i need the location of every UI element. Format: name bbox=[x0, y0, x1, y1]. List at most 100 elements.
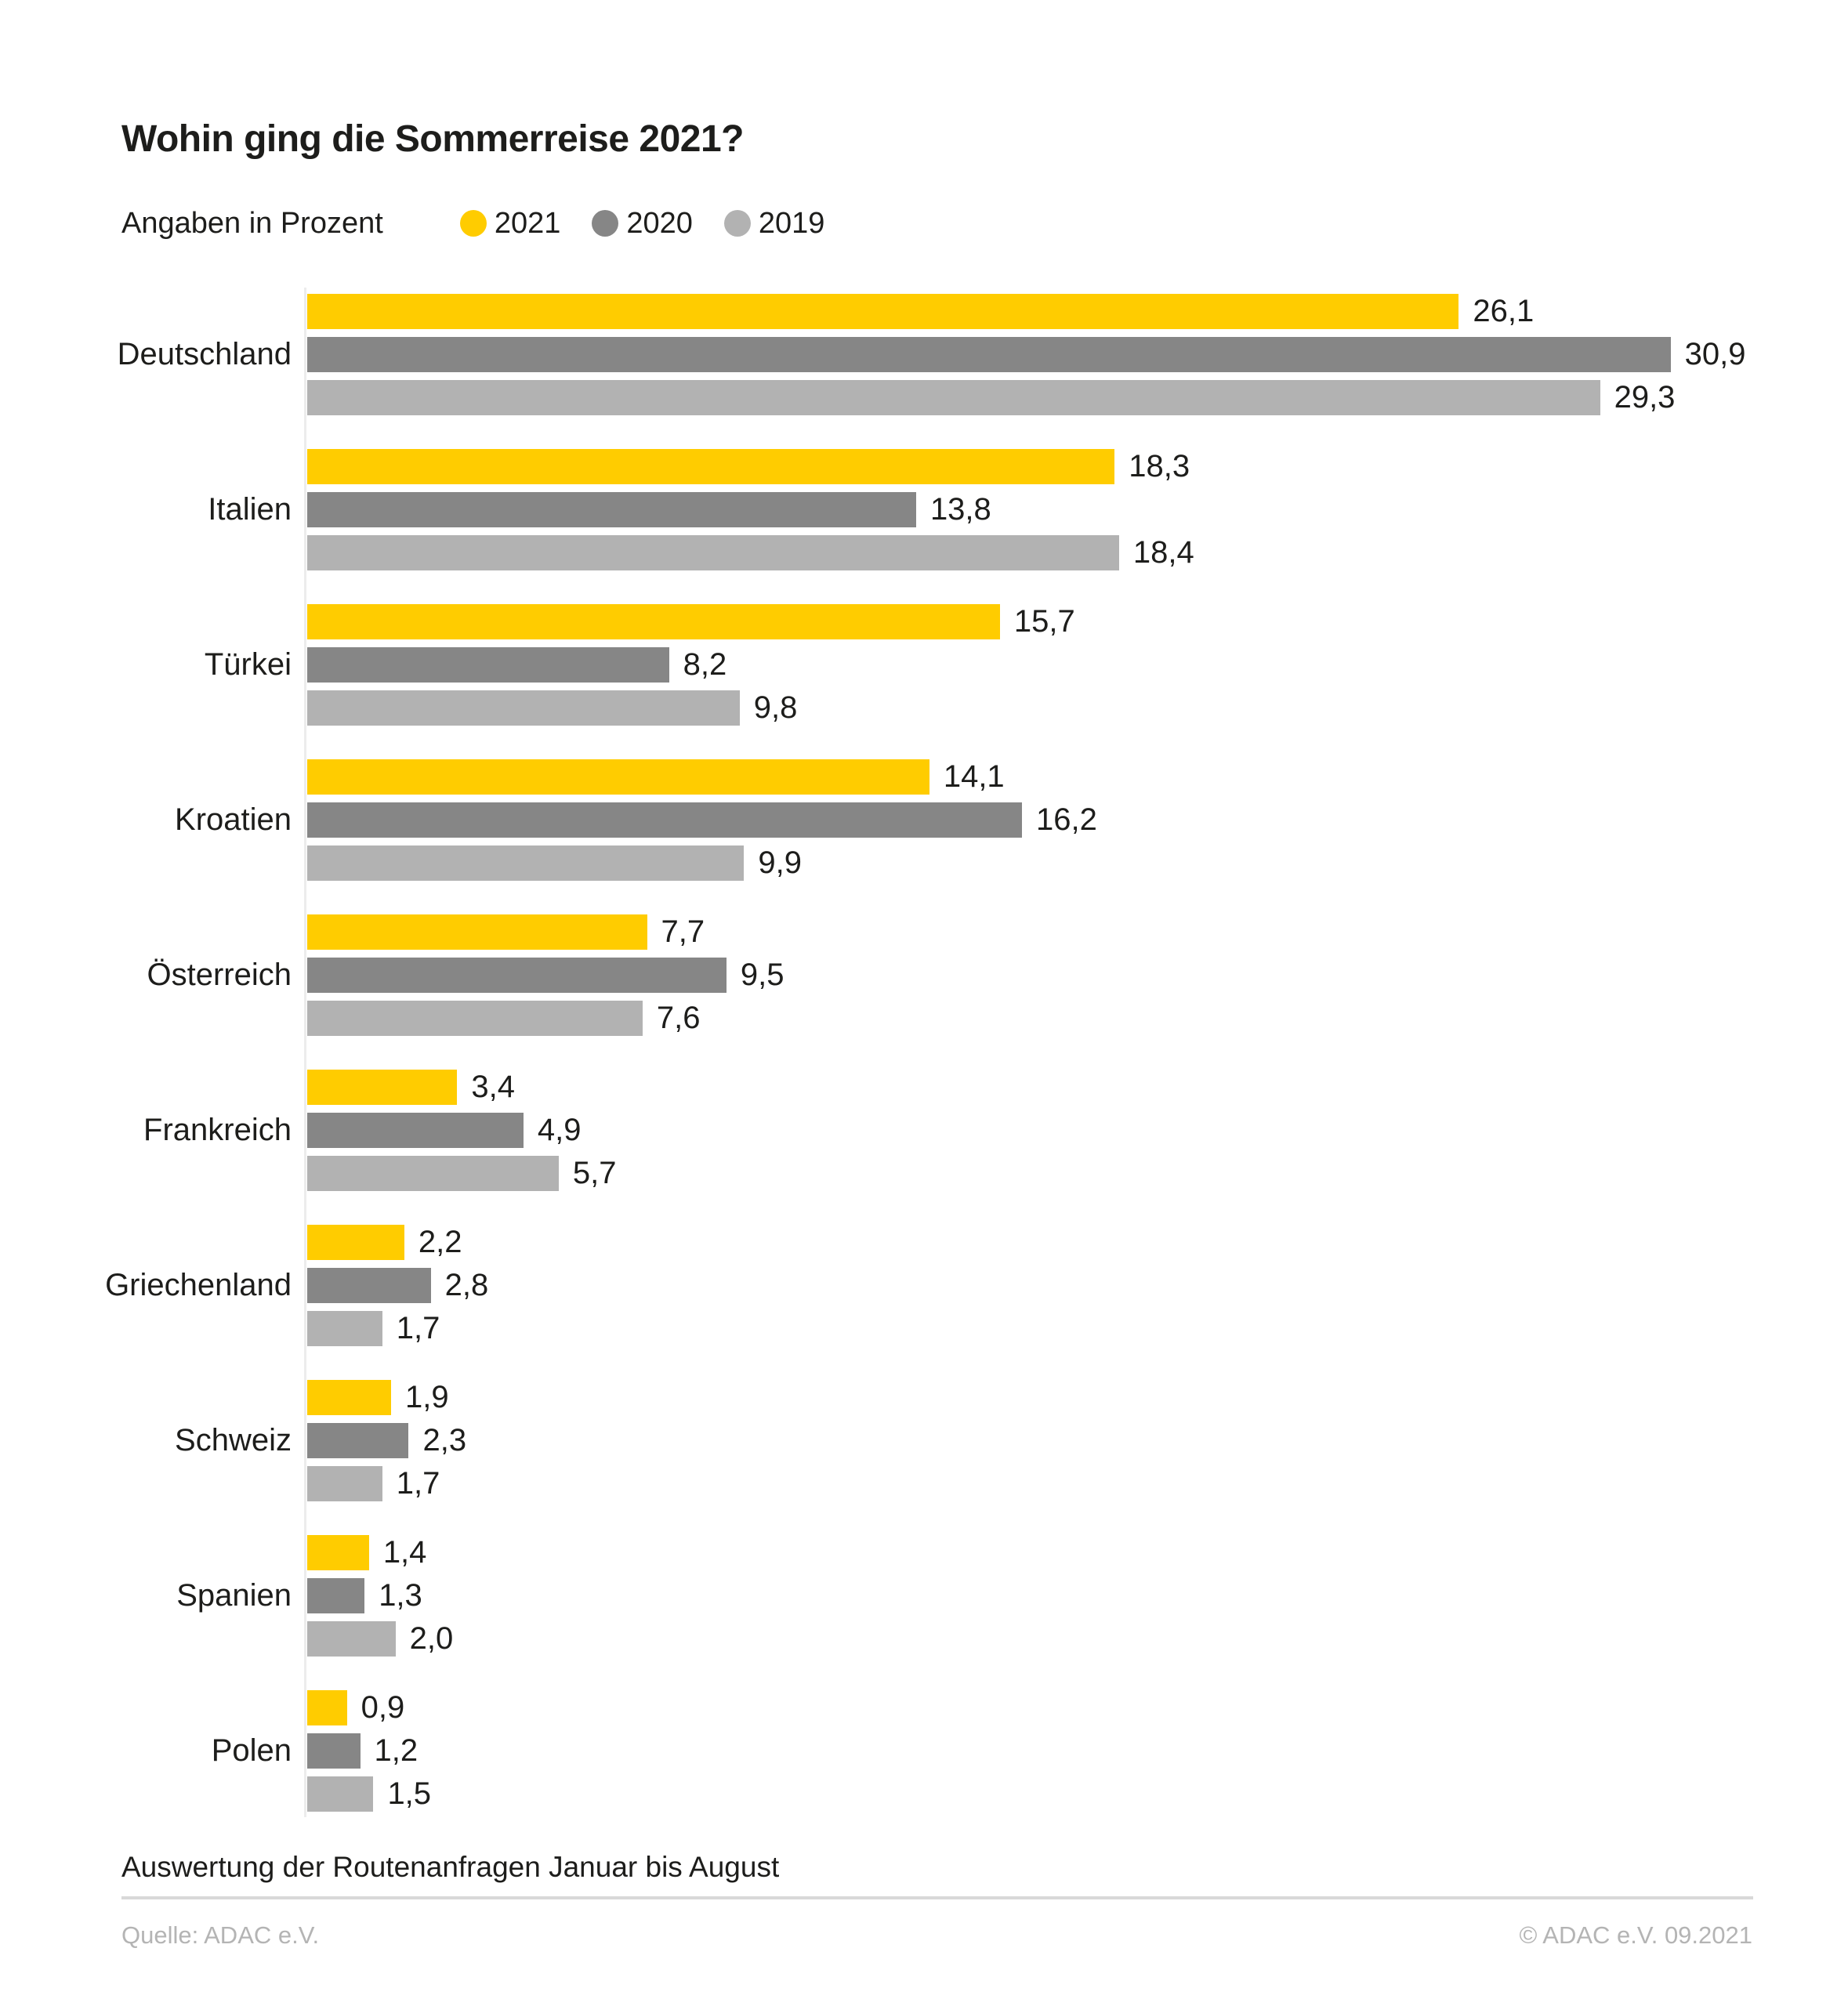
bar-group: Türkei 15,7 8,2 9,8 bbox=[0, 604, 1848, 726]
bar-value-label: 1,3 bbox=[379, 1578, 422, 1613]
bar-2019 bbox=[307, 1311, 382, 1346]
bar-value-label: 8,2 bbox=[683, 647, 727, 682]
bar-2019 bbox=[307, 1466, 382, 1501]
bar-group: Spanien 1,4 1,3 2,0 bbox=[0, 1535, 1848, 1657]
bar-row: 2,2 bbox=[307, 1225, 488, 1260]
bar-2021 bbox=[307, 294, 1459, 329]
bar-group: Deutschland 26,1 30,9 29,3 bbox=[0, 294, 1848, 415]
bar-2021 bbox=[307, 1690, 347, 1725]
bar-2020 bbox=[307, 1733, 361, 1769]
bar-2020 bbox=[307, 647, 669, 683]
bar-value-label: 7,6 bbox=[656, 1001, 701, 1035]
bar-value-label: 5,7 bbox=[572, 1156, 617, 1190]
bar-2019 bbox=[307, 1156, 559, 1191]
bar-value-label: 1,9 bbox=[404, 1380, 449, 1414]
bar-row: 2,8 bbox=[307, 1268, 488, 1303]
bar-group: Italien 18,3 13,8 18,4 bbox=[0, 449, 1848, 570]
country-label: Polen bbox=[211, 1733, 292, 1768]
bar-row: 5,7 bbox=[307, 1156, 617, 1191]
bar-2021 bbox=[307, 1225, 404, 1260]
bar-2019 bbox=[307, 1621, 396, 1657]
bar-2021 bbox=[307, 1070, 458, 1105]
bar-row: 16,2 bbox=[307, 802, 1097, 838]
bar-2021 bbox=[307, 604, 1000, 639]
bar-value-label: 1,5 bbox=[387, 1776, 432, 1811]
bar-value-label: 1,7 bbox=[396, 1466, 440, 1501]
bar-row: 0,9 bbox=[307, 1690, 431, 1725]
page-title: Wohin ging die Sommerreise 2021? bbox=[121, 118, 745, 161]
bar-2020 bbox=[307, 492, 916, 527]
bar-row: 15,7 bbox=[307, 604, 1075, 639]
bar-2020 bbox=[307, 1423, 409, 1458]
bar-row: 29,3 bbox=[307, 380, 1746, 415]
bar-value-label: 2,8 bbox=[444, 1268, 489, 1302]
legend-label: Angaben in Prozent bbox=[121, 206, 383, 240]
bar-row: 1,3 bbox=[307, 1578, 453, 1613]
bar-value-label: 1,2 bbox=[374, 1733, 419, 1768]
country-label: Türkei bbox=[204, 647, 292, 682]
bar-2020 bbox=[307, 1268, 431, 1303]
bar-group: Schweiz 1,9 2,3 1,7 bbox=[0, 1380, 1848, 1501]
bar-2019 bbox=[307, 535, 1119, 570]
chart: Deutschland 26,1 30,9 29,3 Italien 18,3 13,8 18… bbox=[0, 288, 1848, 1845]
bar-stack: 2,2 2,8 1,7 bbox=[307, 1225, 488, 1346]
country-label: Frankreich bbox=[143, 1113, 292, 1147]
bar-stack: 1,9 2,3 1,7 bbox=[307, 1380, 466, 1501]
footnote: Auswertung der Routenanfragen Januar bis… bbox=[121, 1851, 780, 1883]
bar-group: Polen 0,9 1,2 1,5 bbox=[0, 1690, 1848, 1812]
bar-2021 bbox=[307, 1535, 369, 1570]
bar-2020 bbox=[307, 337, 1671, 372]
bar-2019 bbox=[307, 690, 740, 726]
bar-group: Österreich 7,7 9,5 7,6 bbox=[0, 914, 1848, 1036]
bar-2020 bbox=[307, 958, 727, 993]
legend-item-2019: 2019 bbox=[723, 207, 824, 241]
bar-row: 1,4 bbox=[307, 1535, 453, 1570]
bar-2021 bbox=[307, 1380, 391, 1415]
bar-value-label: 14,1 bbox=[943, 759, 1005, 794]
bar-2019 bbox=[307, 845, 745, 881]
bar-value-label: 9,8 bbox=[753, 690, 798, 725]
bar-2020 bbox=[307, 1578, 365, 1613]
bar-row: 30,9 bbox=[307, 337, 1746, 372]
bar-stack: 18,3 13,8 18,4 bbox=[307, 449, 1194, 570]
bar-row: 1,7 bbox=[307, 1466, 466, 1501]
bar-row: 1,5 bbox=[307, 1776, 431, 1812]
bar-2021 bbox=[307, 914, 647, 950]
bar-stack: 1,4 1,3 2,0 bbox=[307, 1535, 453, 1657]
bar-row: 4,9 bbox=[307, 1113, 617, 1148]
bar-2019 bbox=[307, 1001, 643, 1036]
bar-row: 8,2 bbox=[307, 647, 1075, 683]
bar-value-label: 9,9 bbox=[758, 845, 802, 880]
bar-row: 9,9 bbox=[307, 845, 1097, 881]
legend-dot-icon bbox=[459, 210, 487, 237]
bar-row: 1,9 bbox=[307, 1380, 466, 1415]
legend-item-2020: 2020 bbox=[592, 207, 693, 241]
bar-value-label: 1,4 bbox=[382, 1535, 427, 1570]
country-label: Italien bbox=[208, 492, 292, 527]
legend: Angaben in Prozent 2021 2020 2019 bbox=[121, 204, 824, 243]
bar-row: 14,1 bbox=[307, 759, 1097, 795]
bar-2020 bbox=[307, 1113, 524, 1148]
legend-items: 2021 2020 2019 bbox=[459, 207, 824, 241]
country-label: Österreich bbox=[147, 958, 292, 992]
bar-value-label: 7,7 bbox=[661, 914, 705, 949]
bar-value-label: 9,5 bbox=[740, 958, 784, 992]
bar-value-label: 26,1 bbox=[1473, 294, 1535, 328]
country-label: Deutschland bbox=[117, 337, 292, 371]
bar-group: Griechenland 2,2 2,8 1,7 bbox=[0, 1225, 1848, 1346]
bar-row: 13,8 bbox=[307, 492, 1194, 527]
bar-row: 7,7 bbox=[307, 914, 784, 950]
bar-value-label: 3,4 bbox=[471, 1070, 516, 1104]
bar-value-label: 18,4 bbox=[1132, 535, 1194, 570]
legend-year-label: 2020 bbox=[626, 206, 693, 240]
bar-value-label: 15,7 bbox=[1013, 604, 1075, 639]
legend-item-2021: 2021 bbox=[459, 207, 560, 241]
bar-value-label: 2,3 bbox=[422, 1423, 467, 1457]
bar-value-label: 18,3 bbox=[1129, 449, 1190, 483]
bar-value-label: 2,2 bbox=[418, 1225, 462, 1259]
bar-value-label: 16,2 bbox=[1036, 802, 1097, 837]
bar-row: 9,5 bbox=[307, 958, 784, 993]
bar-row: 1,7 bbox=[307, 1311, 488, 1346]
bar-2019 bbox=[307, 380, 1600, 415]
bar-group: Kroatien 14,1 16,2 9,9 bbox=[0, 759, 1848, 881]
